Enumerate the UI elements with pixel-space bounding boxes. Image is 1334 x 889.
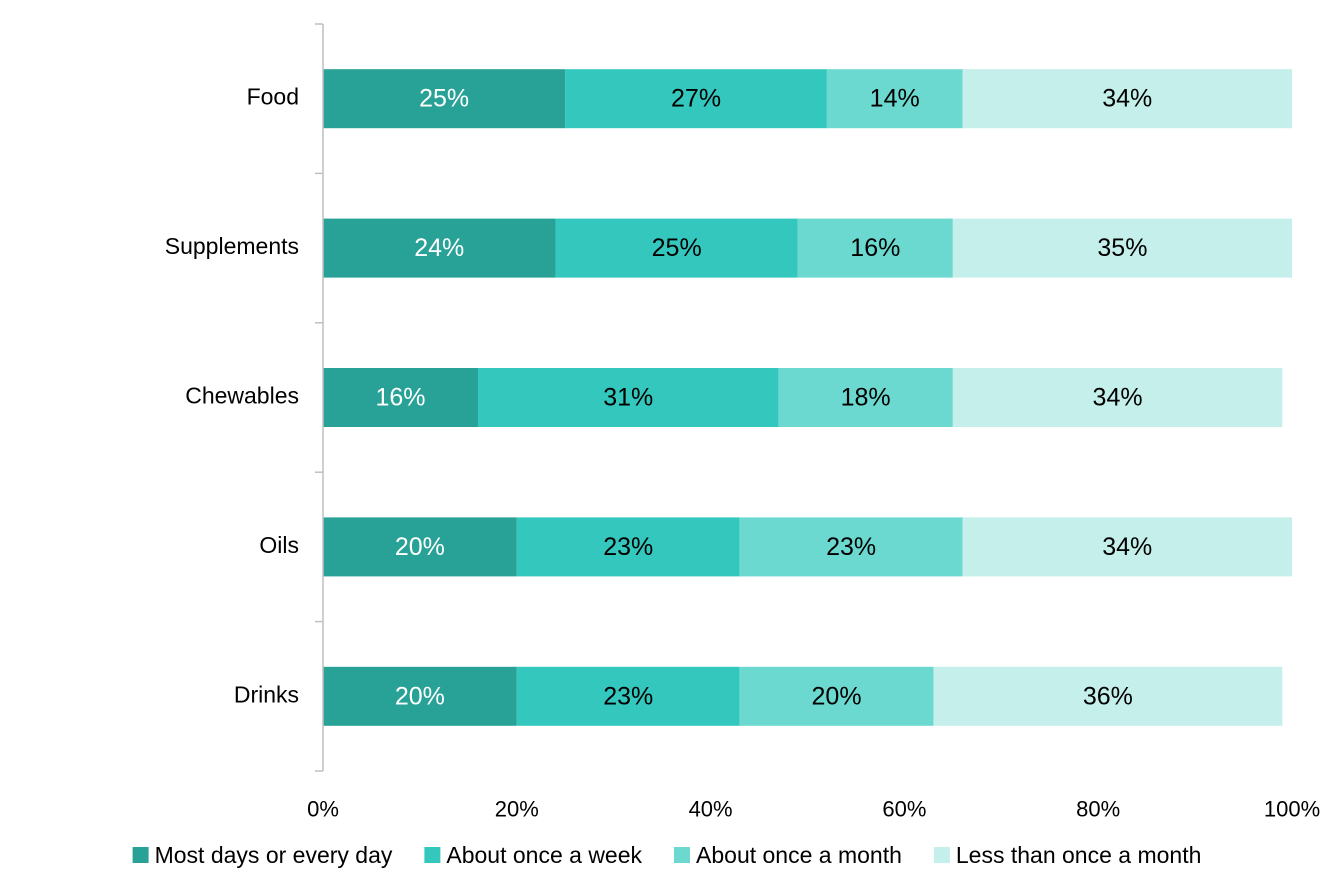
data-label-food-about-once-a-week: 27% [671,85,721,113]
bar-food-about-once-a-week [565,69,827,129]
bar-drinks-about-once-a-week [516,666,740,726]
category-label-drinks: Drinks [234,681,299,707]
data-label-oils-about-once-a-month: 23% [826,533,876,561]
data-label-drinks-most-days-or-every-day: 20% [395,682,445,710]
legend-item-about-once-a-month: About once a month [674,842,902,868]
legend-label-about-once-a-week: About once a week [446,842,642,868]
data-label-oils-most-days-or-every-day: 20% [395,533,445,561]
x-tick-label-0-pct: 0% [307,797,339,822]
bar-oils-about-once-a-month [739,517,963,577]
data-label-food-most-days-or-every-day: 25% [419,85,469,113]
bar-supplements-less-than-once-a-month [952,218,1292,278]
data-label-oils-about-once-a-week: 23% [603,533,653,561]
data-label-chewables-less-than-once-a-month: 34% [1093,384,1143,412]
bar-oils-about-once-a-week [516,517,740,577]
bar-drinks-less-than-once-a-month [933,666,1283,726]
legend-label-most-days-or-every-day: Most days or every day [155,842,393,868]
data-label-drinks-about-once-a-week: 23% [603,682,653,710]
bar-supplements-about-once-a-month [797,218,953,278]
bar-food-most-days-or-every-day [323,69,566,129]
legend-swatch-less-than-once-a-month [933,847,950,863]
category-label-chewables: Chewables [185,383,299,409]
data-label-drinks-less-than-once-a-month: 36% [1083,682,1133,710]
data-label-supplements-about-once-a-week: 25% [652,234,702,262]
data-label-chewables-about-once-a-week: 31% [603,384,653,412]
bar-supplements-most-days-or-every-day [323,218,556,278]
legend-swatch-most-days-or-every-day [132,847,149,863]
bar-chewables-most-days-or-every-day [323,368,479,427]
legend-label-about-once-a-month: About once a month [696,842,902,868]
category-label-oils: Oils [259,532,299,558]
x-tick-label-80-pct: 80% [1076,797,1120,822]
bars-group: 25% 27% 14% 34% 24% 25% 16% 35% 16% 31% 18% 34% 20% 2… [323,69,1292,726]
data-label-supplements-less-than-once-a-month: 35% [1097,234,1147,262]
legend-swatch-about-once-a-week [424,847,441,863]
legend: Most days or every day About once a week A… [132,842,1202,868]
legend-swatch-about-once-a-month [674,847,691,863]
bar-supplements-about-once-a-week [555,218,798,278]
data-label-food-about-once-a-month: 14% [870,85,920,113]
category-label-supplements: Supplements [165,233,299,259]
x-tick-label-60-pct: 60% [882,797,926,822]
bar-drinks-most-days-or-every-day [323,666,517,726]
bar-chewables-about-once-a-month [778,368,953,427]
data-label-supplements-most-days-or-every-day: 24% [414,234,464,262]
x-tick-label-40-pct: 40% [689,797,733,822]
x-axis-tick-labels: 0% 20% 40% 60% 80% 100% [307,797,1320,822]
legend-label-less-than-once-a-month: Less than once a month [956,842,1202,868]
legend-item-less-than-once-a-month: Less than once a month [933,842,1202,868]
data-label-chewables-most-days-or-every-day: 16% [375,384,425,412]
x-tick-label-100-pct: 100% [1264,797,1320,822]
bar-chewables-about-once-a-week [478,368,779,427]
legend-item-most-days-or-every-day: Most days or every day [132,842,393,868]
y-axis [315,23,324,772]
data-label-oils-less-than-once-a-month: 34% [1102,533,1152,561]
x-tick-label-20-pct: 20% [495,797,539,822]
bar-food-about-once-a-month [826,69,963,129]
bar-chewables-less-than-once-a-month [952,368,1283,427]
data-label-drinks-about-once-a-month: 20% [812,682,862,710]
bar-drinks-about-once-a-month [739,666,934,726]
data-label-supplements-about-once-a-month: 16% [850,234,900,262]
bar-food-less-than-once-a-month [962,69,1292,129]
legend-item-about-once-a-week: About once a week [424,842,643,868]
bar-oils-most-days-or-every-day [323,517,517,577]
category-label-food: Food [247,84,299,110]
data-label-food-less-than-once-a-month: 34% [1102,85,1152,113]
category-labels: Food Supplements Chewables Oils Drinks [165,84,299,708]
bar-oils-less-than-once-a-month [962,517,1292,577]
data-label-chewables-about-once-a-month: 18% [841,384,891,412]
